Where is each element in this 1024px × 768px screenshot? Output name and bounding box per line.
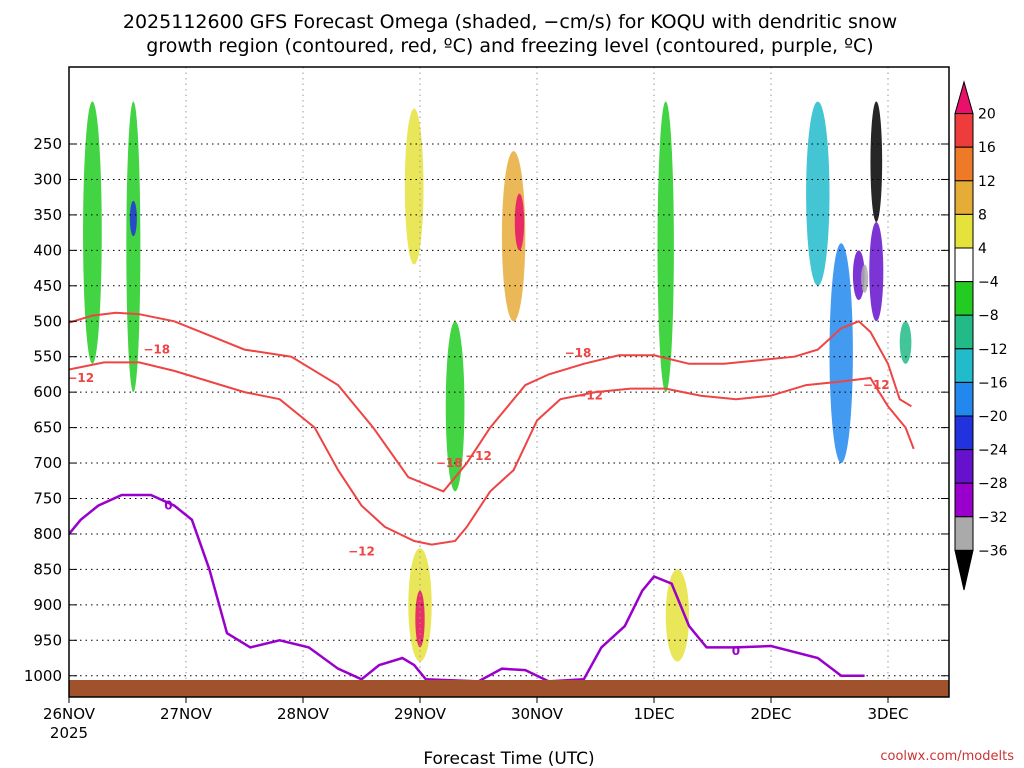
omega-cell-0 — [126, 101, 141, 393]
y-tick-label-700: 700 — [33, 454, 62, 472]
y-tick-label-850: 850 — [33, 560, 62, 578]
y-tick-label-600: 600 — [33, 383, 62, 401]
x-tick-label-28NOV: 28NOV — [277, 705, 330, 723]
ground-surface — [69, 680, 949, 697]
colorbar-label-9: −20 — [978, 409, 1008, 425]
colorbar-swatch-2 — [954, 146, 974, 182]
omega-cell-9 — [657, 101, 674, 393]
contour-line-1 — [69, 361, 915, 546]
contour-label-7: −12 — [863, 378, 890, 392]
credit-text: coolwx.com/modelts — [880, 749, 1014, 764]
colorbar-label-4: 4 — [978, 241, 987, 257]
y-axis: 250 300 350 400 450 500 550 600 650 700 750 800 850 9… — [24, 135, 949, 685]
contour-line-2 — [69, 493, 865, 683]
x-tick-label-2DEC: 2DEC — [750, 705, 791, 723]
colorbar: 20 16 12 8 4 −4 −8 −12 −16 −20 −24 −28 −32 −36 — [954, 80, 1008, 591]
omega-cell-13 — [852, 250, 865, 300]
colorbar-label-1: 16 — [978, 140, 996, 156]
colorbar-swatch-7 — [954, 314, 974, 350]
colorbar-label-2: 12 — [978, 174, 996, 190]
colorbar-swatch-0 — [954, 80, 974, 115]
x-axis: 26NOV 27NOV 28NOV 29NOV 30NOV 1DEC 2DEC 3DEC — [43, 697, 909, 723]
omega-cell-2 — [83, 101, 102, 364]
omega-cell-17 — [899, 321, 912, 364]
colorbar-swatch-5 — [954, 247, 974, 283]
colorbar-label-3: 8 — [978, 207, 987, 223]
y-tick-label-500: 500 — [33, 312, 62, 330]
contour-label-4: −12 — [348, 545, 375, 559]
x-tick-label-30NOV: 30NOV — [511, 705, 564, 723]
y-tick-label-900: 900 — [33, 596, 62, 614]
y-tick-label-800: 800 — [33, 525, 62, 543]
colorbar-swatch-1 — [954, 113, 974, 148]
x-axis-title: Forecast Time (UTC) — [423, 749, 594, 768]
colorbar-swatch-10 — [954, 415, 974, 451]
chart-title-line1: 2025112600 GFS Forecast Omega (shaded, −… — [123, 11, 897, 33]
omega-cell-14 — [861, 264, 869, 293]
x-tick-label-3DEC: 3DEC — [867, 705, 908, 723]
y-tick-label-300: 300 — [33, 170, 62, 188]
omega-cell-1 — [129, 200, 137, 237]
y-tick-label-350: 350 — [33, 206, 62, 224]
colorbar-label-6: −8 — [978, 308, 999, 324]
x-axis-year-label: 2025 — [50, 724, 88, 742]
y-tick-label-1000: 1000 — [24, 667, 62, 685]
omega-cell-3 — [404, 108, 424, 265]
colorbar-label-8: −16 — [978, 375, 1008, 391]
omega-cell-11 — [806, 101, 830, 286]
y-tick-label-950: 950 — [33, 631, 62, 649]
contour-label-0: −18 — [143, 343, 170, 357]
x-tick-label-26NOV: 26NOV — [43, 705, 96, 723]
grid-layer — [69, 67, 949, 697]
x-tick-label-29NOV: 29NOV — [394, 705, 447, 723]
colorbar-label-12: −32 — [978, 510, 1008, 526]
colorbar-swatch-13 — [954, 516, 974, 551]
contour-label-3: −12 — [465, 449, 492, 463]
omega-cell-15 — [870, 101, 883, 222]
colorbar-label-10: −24 — [978, 443, 1008, 459]
y-tick-label-400: 400 — [33, 241, 62, 259]
colorbar-swatch-12 — [954, 482, 974, 518]
omega-cell-10 — [665, 569, 690, 662]
colorbar-label-0: 20 — [978, 107, 996, 123]
y-tick-label-750: 750 — [33, 490, 62, 508]
contour-label-9: 0 — [732, 644, 740, 658]
y-tick-label-550: 550 — [33, 348, 62, 366]
colorbar-label-11: −28 — [978, 476, 1008, 492]
contour-label-5: −18 — [565, 346, 592, 360]
y-tick-label-650: 650 — [33, 419, 62, 437]
plot-frame — [68, 66, 950, 698]
colorbar-swatch-3 — [954, 180, 974, 215]
colorbar-label-7: −12 — [978, 342, 1008, 358]
colorbar-swatch-11 — [954, 449, 974, 484]
y-tick-label-250: 250 — [33, 135, 62, 153]
omega-cell-12 — [829, 243, 853, 464]
contour-label-8: 0 — [164, 499, 172, 513]
contour-label-2: −18 — [436, 456, 463, 470]
colorbar-swatch-8 — [954, 348, 974, 383]
omega-shading-layer — [83, 101, 912, 662]
contour-label-6: −12 — [576, 389, 603, 403]
colorbar-swatch-14 — [954, 549, 974, 591]
omega-cell-16 — [869, 221, 884, 322]
contour-layer — [69, 311, 915, 683]
x-tick-label-1DEC: 1DEC — [633, 705, 674, 723]
contour-line-0 — [69, 311, 912, 493]
y-tick-label-450: 450 — [33, 277, 62, 295]
omega-cell-6 — [445, 321, 465, 492]
colorbar-swatch-4 — [954, 213, 974, 249]
colorbar-label-5: −4 — [978, 275, 999, 291]
omega-cell-5 — [415, 590, 425, 648]
contour-label-1: −12 — [67, 371, 94, 385]
omega-cell-7 — [501, 151, 526, 322]
colorbar-swatch-6 — [954, 281, 974, 316]
colorbar-swatch-9 — [954, 381, 974, 417]
colorbar-label-13: −36 — [978, 543, 1008, 559]
chart-title-line2: growth region (contoured, red, ºC) and f… — [146, 35, 873, 57]
x-tick-label-27NOV: 27NOV — [160, 705, 213, 723]
omega-cell-8 — [514, 193, 525, 251]
